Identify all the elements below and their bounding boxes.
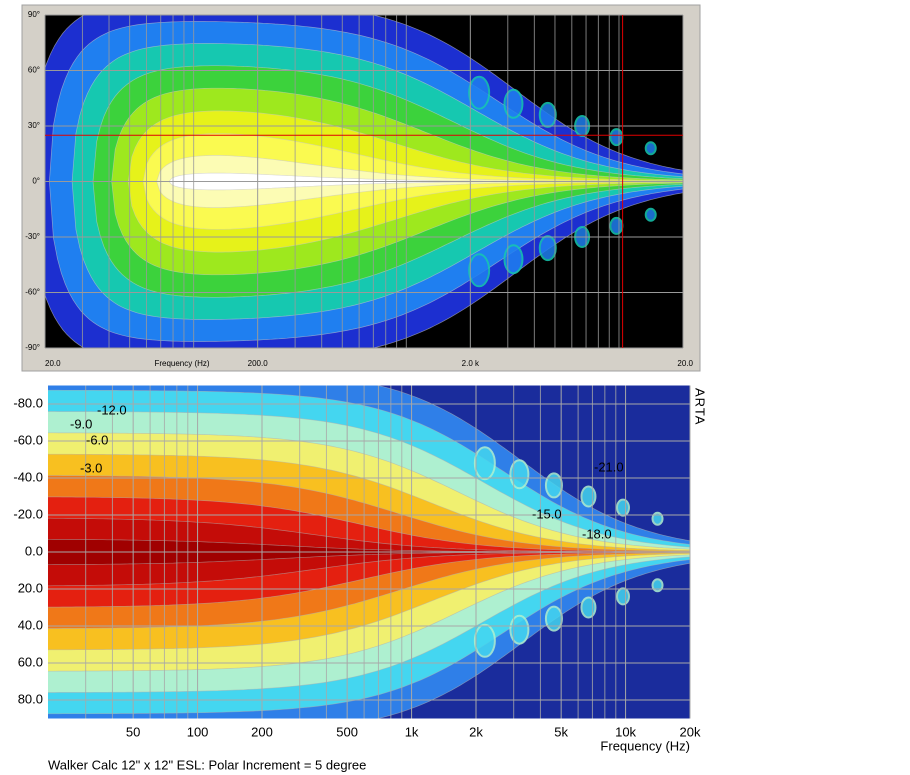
side-lobe: [615, 587, 630, 606]
side-lobe: [609, 128, 624, 147]
side-lobe: [509, 459, 530, 490]
chart: 50 100 200 500 1k 2k 5k 10k 20k -80.0 -60.0 -40.0 -2…: [13, 385, 708, 772]
side-lobe: [468, 253, 491, 288]
y-tick-label: 80.0: [18, 691, 43, 706]
side-label: ARTA: [693, 388, 708, 425]
contour-label: -15.0: [532, 506, 562, 521]
side-lobe: [580, 485, 597, 508]
side-lobe: [609, 216, 624, 235]
y-tick-label: -60°: [25, 288, 40, 297]
side-lobe: [544, 472, 563, 499]
x-axis-label: Frequency (Hz): [600, 738, 690, 753]
side-lobe: [473, 446, 496, 481]
x-tick-label: 2k: [469, 724, 483, 739]
x-tick-label: 5k: [554, 724, 568, 739]
x-tick-label: 1k: [405, 724, 419, 739]
side-lobe: [503, 88, 524, 119]
x-tick-label: 20.0: [677, 359, 693, 368]
x-tick-label: 10k: [615, 724, 636, 739]
y-tick-label: -80.0: [13, 395, 43, 410]
x-tick-label: 20k: [680, 724, 701, 739]
contour-label: -18.0: [582, 526, 612, 541]
side-lobe: [538, 101, 557, 128]
x-tick-label: 500: [336, 724, 358, 739]
chart: 20.0 200.0 2.0 k 20.0 90° 60° 30° 0° -30° -60° -90…: [25, 10, 693, 368]
y-tick-label: -20.0: [13, 506, 43, 521]
contour-label: -9.0: [70, 416, 92, 431]
y-tick-label: -90°: [25, 343, 40, 352]
side-lobe: [615, 498, 630, 517]
caption: Walker Calc 12" x 12" ESL: Polar Increme…: [48, 757, 366, 772]
y-tick-label: 20.0: [18, 580, 43, 595]
x-tick-label: 20.0: [45, 359, 61, 368]
y-tick-label: -40.0: [13, 469, 43, 484]
contour-label: -21.0: [594, 459, 624, 474]
contour-label: -12.0: [97, 402, 127, 417]
side-lobe: [580, 596, 597, 619]
x-tick-label: 50: [126, 724, 140, 739]
x-tick-label: 100: [187, 724, 209, 739]
x-tick-label: 200: [251, 724, 273, 739]
x-tick-label: 200.0: [248, 359, 269, 368]
y-tick-label: 60.0: [18, 654, 43, 669]
y-tick-label: 0.0: [25, 543, 43, 558]
side-lobe: [644, 141, 657, 156]
x-tick-label: 2.0 k: [462, 359, 480, 368]
side-lobe: [473, 623, 496, 658]
y-tick-label: 40.0: [18, 617, 43, 632]
side-lobe: [468, 75, 491, 110]
side-lobe: [651, 578, 664, 593]
y-tick-label: -60.0: [13, 432, 43, 447]
side-lobe: [651, 511, 664, 526]
side-lobe: [644, 207, 657, 222]
y-tick-label: 90°: [28, 10, 40, 19]
side-lobe: [538, 235, 557, 262]
side-lobe: [544, 605, 563, 632]
y-tick-label: 0°: [32, 177, 40, 186]
side-lobe: [503, 244, 524, 275]
y-tick-label: 30°: [28, 121, 40, 130]
y-tick-label: -30°: [25, 232, 40, 241]
contour-label: -6.0: [86, 432, 108, 447]
x-axis-label: Frequency (Hz): [154, 359, 209, 368]
y-tick-label: 60°: [28, 66, 40, 75]
side-lobe: [509, 614, 530, 645]
contour-label: -3.0: [80, 460, 102, 475]
